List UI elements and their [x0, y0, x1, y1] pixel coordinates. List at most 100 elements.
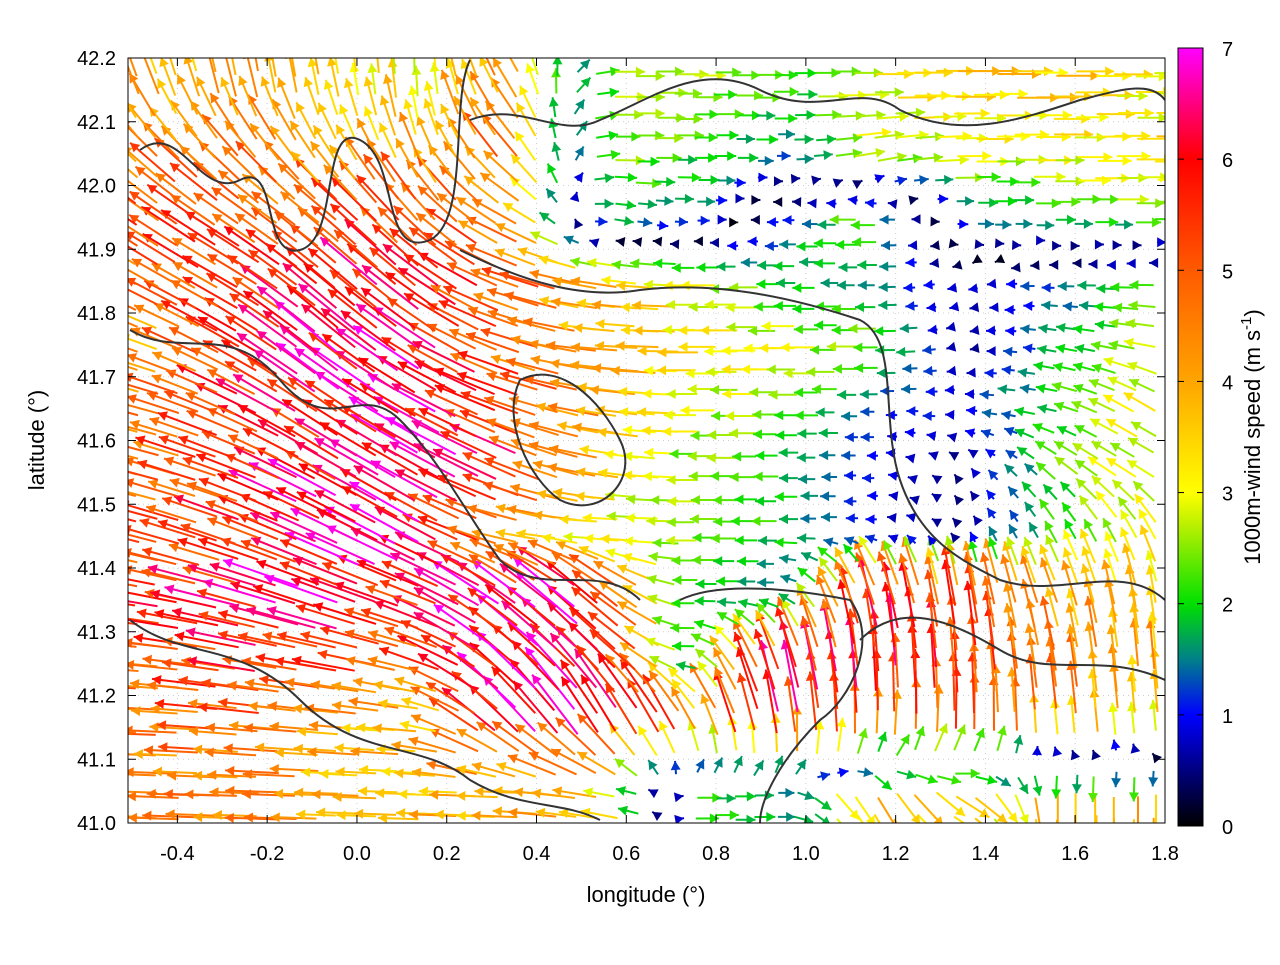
wind-vector-head — [1075, 344, 1085, 354]
wind-vector-head — [1008, 196, 1017, 206]
wind-vector — [821, 512, 837, 522]
wind-vector-head — [529, 269, 539, 279]
wind-vector — [954, 474, 963, 484]
wind-vector-head — [867, 491, 876, 501]
wind-vector — [1092, 476, 1114, 497]
wind-vector-head — [710, 238, 719, 248]
wind-vector-head — [644, 366, 653, 376]
wind-vector — [934, 684, 944, 731]
wind-vector — [1023, 344, 1035, 354]
wind-vector — [587, 258, 618, 268]
wind-vector-head — [1129, 850, 1139, 859]
wind-vector-head — [735, 535, 744, 545]
wind-vector-head — [949, 452, 959, 461]
wind-vector — [758, 536, 777, 546]
wind-vector-head — [888, 199, 898, 209]
wind-vector — [755, 451, 777, 461]
wind-vector — [1004, 427, 1017, 436]
wind-vector — [700, 694, 717, 735]
wind-vector-head — [162, 658, 172, 668]
wind-vector — [906, 406, 918, 416]
wind-vector — [783, 215, 795, 225]
wind-vector-head — [1113, 240, 1122, 250]
wind-vector-head — [552, 142, 562, 152]
wind-vector-head — [650, 495, 659, 505]
wind-vector-head — [863, 767, 873, 777]
wind-vector-head — [713, 495, 722, 505]
wind-vector — [778, 788, 794, 798]
wind-vector-head — [985, 219, 994, 229]
wind-vector-head — [694, 236, 703, 246]
wind-vector-head — [471, 811, 480, 821]
wind-vector-head — [791, 174, 800, 184]
wind-vector-head — [727, 151, 736, 161]
wind-vector-head — [156, 173, 166, 182]
wind-vector — [802, 219, 817, 229]
wind-vector — [1077, 280, 1096, 290]
wind-vector — [1095, 239, 1104, 249]
wind-vector-head — [147, 185, 157, 194]
wind-vector-head — [1003, 347, 1012, 357]
wind-vector-head — [212, 214, 222, 223]
wind-vector-head — [109, 397, 119, 407]
wind-vector-head — [939, 194, 948, 204]
wind-vector-head — [1023, 344, 1033, 354]
wind-vector-head — [969, 302, 979, 312]
wind-vector — [152, 374, 198, 393]
wind-vector — [228, 469, 296, 501]
wind-vector-head — [954, 495, 964, 505]
wind-vector-head — [186, 627, 196, 637]
wind-vector-head — [807, 198, 816, 208]
wind-vector-head — [995, 238, 1004, 248]
wind-vector-head — [381, 767, 390, 777]
wind-vector — [716, 262, 735, 272]
wind-vector — [1056, 344, 1077, 354]
wind-vector-head — [230, 294, 240, 303]
wind-vector — [779, 473, 798, 483]
wind-vector — [762, 321, 794, 331]
wind-vector-head — [1018, 368, 1028, 378]
wind-vector-head — [301, 767, 310, 777]
wind-vector-head — [1127, 655, 1137, 664]
wind-vector — [1071, 793, 1081, 831]
wind-vector-head — [930, 216, 939, 226]
wind-vector-head — [731, 516, 740, 526]
wind-vector — [779, 239, 796, 249]
wind-vector-head — [775, 430, 784, 440]
wind-vector — [777, 151, 791, 161]
wind-vector — [911, 214, 920, 224]
wind-vector-head — [837, 718, 847, 728]
wind-vector-head — [861, 432, 870, 442]
wind-vector — [926, 302, 936, 312]
wind-vector — [595, 199, 614, 209]
wind-vector — [775, 430, 797, 440]
wind-vector — [957, 196, 974, 206]
wind-vector — [926, 387, 938, 397]
wind-vector-head — [1052, 198, 1061, 208]
wind-vector — [1079, 301, 1097, 311]
wind-vector-head — [400, 720, 410, 730]
wind-vector-head — [456, 791, 465, 801]
wind-vector — [636, 178, 662, 188]
wind-vector — [923, 411, 935, 421]
wind-vector — [862, 473, 874, 483]
wind-vector — [1053, 794, 1063, 837]
wind-vector — [737, 577, 755, 587]
wind-vector-head — [779, 239, 788, 249]
wind-vector — [949, 302, 959, 312]
wind-vector — [404, 293, 459, 326]
wind-vector — [1021, 546, 1036, 583]
wind-vector — [905, 428, 916, 438]
wind-vector-head — [100, 728, 109, 738]
wind-vector-head — [735, 194, 744, 204]
wind-vector-head — [701, 216, 710, 226]
wind-vector-head — [496, 504, 506, 514]
wind-vector — [798, 568, 816, 582]
wind-vector-head — [375, 788, 384, 798]
wind-vector-head — [618, 387, 627, 397]
wind-vector — [778, 812, 795, 822]
wind-vector — [1127, 362, 1156, 374]
wind-vector-head — [954, 474, 963, 484]
wind-vector-head — [782, 151, 791, 161]
